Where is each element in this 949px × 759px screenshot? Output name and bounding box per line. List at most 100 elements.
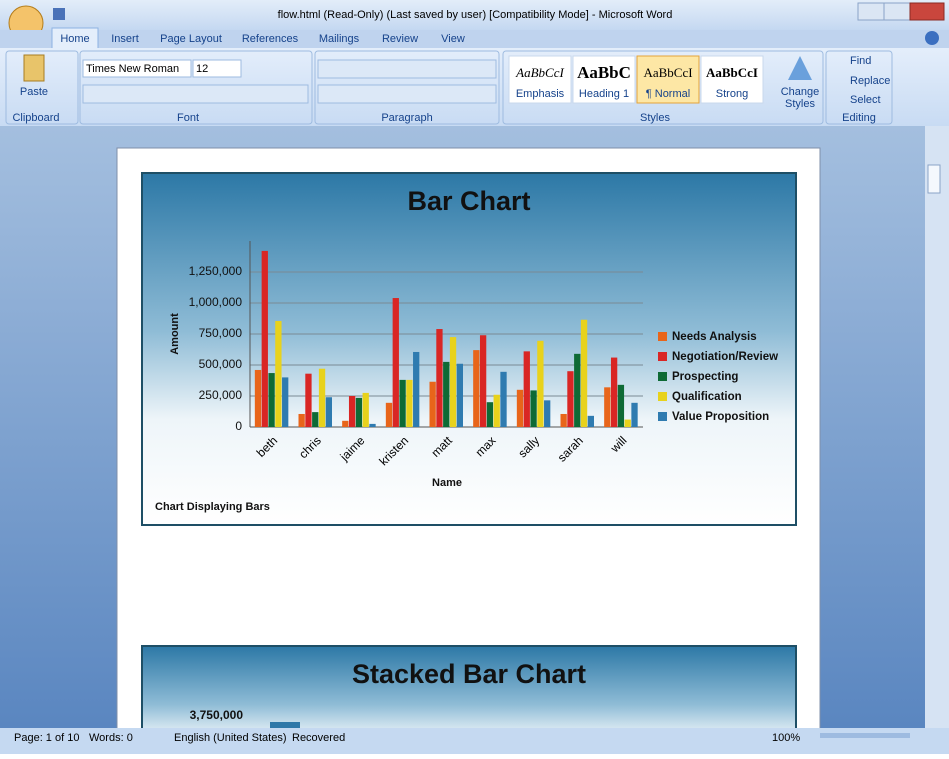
chart-title: Stacked Bar Chart bbox=[352, 659, 586, 689]
bar bbox=[385, 402, 393, 427]
style-name[interactable]: Heading 1 bbox=[579, 88, 629, 100]
bar bbox=[413, 351, 420, 427]
status-language: English (United States) bbox=[174, 732, 287, 744]
bar bbox=[429, 381, 436, 427]
status-page: Page: 1 of 10 bbox=[14, 732, 79, 744]
y-tick-label: 750,000 bbox=[199, 326, 243, 340]
style-sample[interactable]: AaBbCcI bbox=[515, 65, 564, 80]
close-button[interactable] bbox=[909, 2, 945, 21]
style-box[interactable] bbox=[700, 55, 764, 104]
list-buttons[interactable] bbox=[317, 59, 497, 79]
bar bbox=[604, 387, 611, 427]
group-label: Editing bbox=[842, 112, 876, 124]
bar bbox=[537, 340, 544, 427]
style-box[interactable] bbox=[508, 55, 572, 104]
replace-button[interactable]: Replace bbox=[850, 75, 890, 87]
restore-button[interactable] bbox=[883, 2, 911, 21]
select-button[interactable]: Select bbox=[850, 94, 881, 106]
bar bbox=[580, 319, 588, 427]
bar bbox=[342, 420, 349, 427]
font-size-box[interactable] bbox=[192, 59, 242, 78]
y-tick-label: 1,000,000 bbox=[189, 295, 243, 309]
bar bbox=[268, 373, 275, 427]
bar bbox=[544, 400, 551, 427]
save-icon[interactable] bbox=[53, 8, 65, 20]
paste-icon[interactable] bbox=[23, 54, 45, 82]
bar bbox=[254, 369, 262, 427]
style-name[interactable]: Emphasis bbox=[516, 88, 565, 100]
scroll-thumb[interactable] bbox=[927, 164, 941, 194]
ribbon-tab[interactable]: Mailings bbox=[319, 33, 360, 45]
scrollbar[interactable] bbox=[925, 126, 949, 728]
legend-swatch bbox=[658, 392, 667, 401]
ribbon-tab[interactable]: Review bbox=[382, 33, 418, 45]
y-tick-label: 500,000 bbox=[199, 357, 243, 371]
change-styles-label[interactable]: Change bbox=[781, 86, 820, 98]
style-sample[interactable]: AaBbCcI bbox=[643, 65, 692, 80]
ribbon-tab[interactable]: View bbox=[441, 33, 465, 45]
bar bbox=[298, 413, 305, 427]
chart-frame bbox=[141, 645, 797, 728]
group-box bbox=[5, 50, 79, 125]
footnote: Chart Displaying Bars bbox=[155, 501, 270, 513]
zoom-slider[interactable] bbox=[820, 733, 910, 738]
font-size[interactable]: 12 bbox=[196, 63, 208, 75]
bar bbox=[282, 377, 289, 427]
bar bbox=[449, 337, 457, 427]
bar bbox=[530, 390, 537, 427]
group-label: Paragraph bbox=[381, 112, 432, 124]
bar bbox=[516, 389, 524, 427]
y-tick-label: 3,750,000 bbox=[190, 708, 244, 722]
bar bbox=[617, 384, 625, 427]
style-sample[interactable]: AaBbC bbox=[577, 63, 631, 82]
group-box bbox=[314, 50, 500, 125]
help-button[interactable] bbox=[925, 31, 939, 45]
align-buttons[interactable] bbox=[317, 84, 497, 104]
bar bbox=[500, 371, 507, 427]
status-words: Words: 0 bbox=[89, 732, 133, 744]
legend-swatch bbox=[658, 332, 667, 341]
style-name[interactable]: Strong bbox=[716, 88, 748, 100]
ribbon-tab[interactable]: Page Layout bbox=[160, 33, 222, 45]
bar bbox=[567, 371, 574, 427]
legend-swatch bbox=[658, 412, 667, 421]
chart-title: Bar Chart bbox=[407, 186, 530, 216]
paste-label[interactable]: Paste bbox=[20, 86, 48, 98]
status-bar bbox=[0, 728, 949, 754]
legend-swatch bbox=[658, 372, 667, 381]
bar bbox=[399, 379, 406, 427]
tab-strip bbox=[0, 30, 949, 48]
group-box bbox=[825, 50, 893, 125]
ribbon-tab[interactable]: Insert bbox=[111, 33, 139, 45]
bar bbox=[369, 423, 376, 427]
group-label: Clipboard bbox=[12, 112, 59, 124]
bar bbox=[456, 363, 463, 427]
bar bbox=[392, 298, 399, 427]
status-zoom[interactable]: 100% bbox=[772, 732, 800, 744]
change-styles-label[interactable]: Styles bbox=[785, 98, 815, 110]
minimize-button[interactable] bbox=[857, 2, 885, 21]
bar bbox=[479, 335, 487, 427]
legend-label: Prospecting bbox=[672, 371, 738, 383]
ribbon-tab[interactable]: References bbox=[242, 33, 299, 45]
font-name-box[interactable] bbox=[82, 59, 192, 78]
bar bbox=[305, 373, 312, 427]
find-button[interactable]: Find bbox=[850, 55, 871, 67]
bar bbox=[473, 350, 480, 427]
status-state: Recovered bbox=[292, 732, 345, 744]
font-name[interactable]: Times New Roman bbox=[86, 63, 179, 75]
bar bbox=[610, 357, 618, 427]
bar bbox=[560, 413, 567, 427]
chart-frame bbox=[141, 172, 797, 526]
change-styles-icon[interactable] bbox=[788, 56, 812, 80]
style-box[interactable] bbox=[572, 55, 636, 104]
group-box bbox=[502, 50, 824, 125]
title-bar bbox=[0, 0, 949, 30]
format-buttons[interactable] bbox=[82, 84, 309, 104]
ribbon-tab[interactable]: Home bbox=[60, 33, 89, 45]
style-sample[interactable]: AaBbCcI bbox=[706, 65, 758, 80]
style-name[interactable]: ¶ Normal bbox=[646, 88, 690, 100]
legend-label: Qualification bbox=[672, 391, 742, 403]
style-box[interactable] bbox=[636, 55, 700, 104]
